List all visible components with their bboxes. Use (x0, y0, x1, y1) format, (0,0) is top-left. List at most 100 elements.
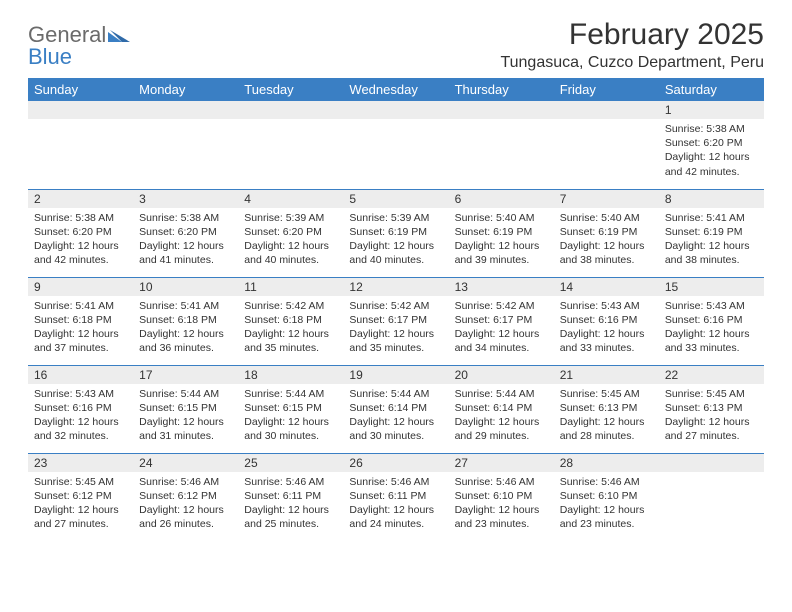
calendar-day-cell (449, 101, 554, 189)
sunrise-line: Sunrise: 5:41 AM (34, 300, 114, 312)
calendar-day-cell: 17 Sunrise: 5:44 AM Sunset: 6:15 PM Dayligh… (133, 365, 238, 453)
weekday-header: Sunday (28, 78, 133, 101)
sunset-line: Sunset: 6:15 PM (139, 402, 217, 414)
day-number: 26 (343, 454, 448, 472)
sunrise-line: Sunrise: 5:41 AM (139, 300, 219, 312)
daylight-line: Daylight: 12 hours and 33 minutes. (560, 328, 645, 354)
sunrise-line: Sunrise: 5:46 AM (244, 476, 324, 488)
day-number-empty (554, 101, 659, 119)
day-info: Sunrise: 5:38 AMSunset: 6:20 PMDaylight:… (28, 208, 133, 272)
calendar-day-cell (28, 101, 133, 189)
daylight-line: Daylight: 12 hours and 27 minutes. (665, 416, 750, 442)
calendar-day-cell: 27Sunrise: 5:46 AMSunset: 6:10 PMDayligh… (449, 453, 554, 541)
sunset-line: Sunset: 6:18 PM (34, 314, 112, 326)
sunset-line: Sunset: 6:20 PM (34, 226, 112, 238)
day-number: 12 (343, 278, 448, 296)
day-info: Sunrise: 5:46 AMSunset: 6:10 PMDaylight:… (449, 472, 554, 536)
day-number: 17 (133, 366, 238, 384)
logo-text: GeneralBlue (28, 24, 130, 68)
header: GeneralBlue February 2025 Tungasuca, Cuz… (28, 18, 764, 72)
day-number: 6 (449, 190, 554, 208)
day-info: Sunrise: 5:45 AMSunset: 6:12 PMDaylight:… (28, 472, 133, 536)
sunrise-line: Sunrise: 5:42 AM (455, 300, 535, 312)
sunrise-line: Sunrise: 5:38 AM (665, 123, 745, 135)
day-info: Sunrise: 5:44 AMSunset: 6:14 PMDaylight:… (449, 384, 554, 448)
sunset-line: Sunset: 6:14 PM (349, 402, 427, 414)
daylight-line: Daylight: 12 hours and 41 minutes. (139, 240, 224, 266)
calendar-day-cell: 6Sunrise: 5:40 AMSunset: 6:19 PMDaylight… (449, 189, 554, 277)
location: Tungasuca, Cuzco Department, Peru (500, 54, 764, 72)
day-number: 13 (449, 278, 554, 296)
sunrise-line: Sunrise: 5:44 AM (455, 388, 535, 400)
sunrise-line: Sunrise: 5:41 AM (665, 212, 745, 224)
sunrise-line: Sunrise: 5:42 AM (349, 300, 429, 312)
sunset-line: Sunset: 6:17 PM (349, 314, 427, 326)
weekday-header: Wednesday (343, 78, 448, 101)
day-number: 18 (238, 366, 343, 384)
day-info: Sunrise: 5:45 AMSunset: 6:13 PMDaylight:… (659, 384, 764, 448)
day-info: Sunrise: 5:44 AMSunset: 6:15 PMDaylight:… (238, 384, 343, 448)
calendar-day-cell: 11Sunrise: 5:42 AMSunset: 6:18 PMDayligh… (238, 277, 343, 365)
day-info: Sunrise: 5:38 AM Sunset: 6:20 PM Daylight:… (659, 119, 764, 183)
sunset-line: Sunset: 6:15 PM (244, 402, 322, 414)
day-number: 1 (659, 101, 764, 119)
day-number: 23 (28, 454, 133, 472)
calendar-day-cell: 25Sunrise: 5:46 AMSunset: 6:11 PMDayligh… (238, 453, 343, 541)
day-number: 21 (554, 366, 659, 384)
calendar-week-row: 23Sunrise: 5:45 AMSunset: 6:12 PMDayligh… (28, 453, 764, 541)
calendar-day-cell: 21Sunrise: 5:45 AMSunset: 6:13 PMDayligh… (554, 365, 659, 453)
calendar-day-cell: 22Sunrise: 5:45 AMSunset: 6:13 PMDayligh… (659, 365, 764, 453)
daylight-line: Daylight: 12 hours and 27 minutes. (34, 504, 119, 530)
day-number: 8 (659, 190, 764, 208)
sunrise-line: Sunrise: 5:46 AM (349, 476, 429, 488)
sunrise-line: Sunrise: 5:43 AM (34, 388, 114, 400)
daylight-line: Daylight: 12 hours and 33 minutes. (665, 328, 750, 354)
sunset-line: Sunset: 6:19 PM (560, 226, 638, 238)
sunset-line: Sunset: 6:12 PM (139, 490, 217, 502)
day-number-empty (343, 101, 448, 119)
sunset-line: Sunset: 6:12 PM (34, 490, 112, 502)
sunrise-line: Sunrise: 5:46 AM (139, 476, 219, 488)
daylight-line: Daylight: 12 hours and 36 minutes. (139, 328, 224, 354)
sunset-line: Sunset: 6:20 PM (665, 137, 743, 149)
day-number: 25 (238, 454, 343, 472)
calendar-week-row: 2Sunrise: 5:38 AMSunset: 6:20 PMDaylight… (28, 189, 764, 277)
day-info: Sunrise: 5:42 AMSunset: 6:17 PMDaylight:… (449, 296, 554, 360)
daylight-line: Daylight: 12 hours and 25 minutes. (244, 504, 329, 530)
day-number: 15 (659, 278, 764, 296)
calendar-week-row: 1 Sunrise: 5:38 AM Sunset: 6:20 PM Daylight… (28, 101, 764, 189)
day-info: Sunrise: 5:46 AMSunset: 6:10 PMDaylight:… (554, 472, 659, 536)
calendar-week-row: 16Sunrise: 5:43 AMSunset: 6:16 PMDayligh… (28, 365, 764, 453)
day-number: 20 (449, 366, 554, 384)
day-number: 7 (554, 190, 659, 208)
calendar-day-cell: 10Sunrise: 5:41 AMSunset: 6:18 PMDayligh… (133, 277, 238, 365)
calendar-day-cell: 13Sunrise: 5:42 AMSunset: 6:17 PMDayligh… (449, 277, 554, 365)
day-info: Sunrise: 5:46 AMSunset: 6:11 PMDaylight:… (238, 472, 343, 536)
daylight-line: Daylight: 12 hours and 28 minutes. (560, 416, 645, 442)
sunset-line: Sunset: 6:19 PM (665, 226, 743, 238)
daylight-line: Daylight: 12 hours and 38 minutes. (665, 240, 750, 266)
day-info: Sunrise: 5:38 AM Sunset: 6:20 PM Daylight:… (133, 208, 238, 272)
daylight-line: Daylight: 12 hours and 37 minutes. (34, 328, 119, 354)
sunset-line: Sunset: 6:20 PM (139, 226, 217, 238)
daylight-line: Daylight: 12 hours and 38 minutes. (560, 240, 645, 266)
calendar-week-row: 9Sunrise: 5:41 AMSunset: 6:18 PMDaylight… (28, 277, 764, 365)
sunrise-line: Sunrise: 5:44 AM (139, 388, 219, 400)
day-number-empty (449, 101, 554, 119)
day-info: Sunrise: 5:39 AMSunset: 6:20 PMDaylight:… (238, 208, 343, 272)
sunrise-line: Sunrise: 5:40 AM (560, 212, 640, 224)
sunrise-line: Sunrise: 5:45 AM (560, 388, 640, 400)
month-title: February 2025 (500, 18, 764, 52)
daylight-line: Daylight: 12 hours and 39 minutes. (455, 240, 540, 266)
daylight-line: Daylight: 12 hours and 29 minutes. (455, 416, 540, 442)
sunset-line: Sunset: 6:11 PM (349, 490, 426, 502)
daylight-line: Daylight: 12 hours and 34 minutes. (455, 328, 540, 354)
day-number: 27 (449, 454, 554, 472)
daylight-line: Daylight: 12 hours and 31 minutes. (139, 416, 224, 442)
day-info: Sunrise: 5:45 AMSunset: 6:13 PMDaylight:… (554, 384, 659, 448)
sunrise-line: Sunrise: 5:38 AM (139, 212, 219, 224)
sunset-line: Sunset: 6:18 PM (139, 314, 217, 326)
sunrise-line: Sunrise: 5:46 AM (455, 476, 535, 488)
daylight-line: Daylight: 12 hours and 42 minutes. (665, 151, 750, 177)
day-number: 22 (659, 366, 764, 384)
